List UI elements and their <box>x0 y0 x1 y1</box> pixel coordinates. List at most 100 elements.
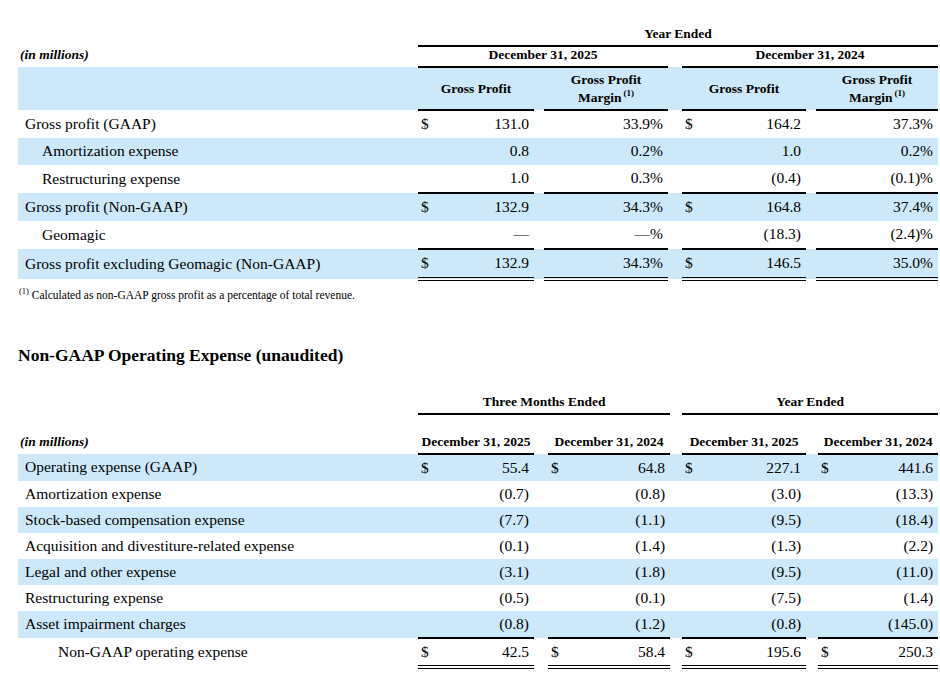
dollar-sign: $ <box>418 638 440 667</box>
spacer <box>806 507 818 533</box>
dollar-sign <box>548 533 570 559</box>
table-row: Gross profit (Non-GAAP)$132.934.3%$164.8… <box>18 193 938 221</box>
table-row: Gross profit (GAAP)$131.033.9%$164.237.3… <box>18 110 938 138</box>
spacer <box>668 46 682 67</box>
value-cell: 227.1 <box>704 454 806 481</box>
dollar-sign <box>682 221 704 249</box>
three-months-ended-header: Three Months Ended <box>418 380 670 414</box>
footnote-marker: (1) <box>19 286 29 296</box>
value-cell: (2.2) <box>840 533 938 559</box>
table-row: Acquisition and divestiture-related expe… <box>18 533 938 559</box>
table-row: Amortization expense0.80.2%1.00.2% <box>18 138 938 165</box>
spacer <box>670 380 682 414</box>
spacer <box>534 67 544 110</box>
dollar-sign <box>682 585 704 611</box>
table-row: Asset impairment charges(0.8)(1.2)(0.8)(… <box>18 611 938 638</box>
table-row: Restructuring expense(0.5)(0.1)(7.5)(1.4… <box>18 585 938 611</box>
dollar-sign: $ <box>818 454 840 481</box>
dollar-sign <box>418 507 440 533</box>
row-label: Non-GAAP operating expense <box>18 638 418 667</box>
value-cell: (1.1) <box>570 507 670 533</box>
spacer <box>806 138 816 165</box>
in-millions-label: (in millions) <box>18 414 418 454</box>
value-cell: (0.1)% <box>816 165 938 193</box>
value-cell: (9.5) <box>704 559 806 585</box>
value-cell: (1.8) <box>570 559 670 585</box>
dollar-sign <box>548 507 570 533</box>
value-cell: 34.3% <box>544 249 668 279</box>
value-cell: (9.5) <box>704 507 806 533</box>
value-cell: (3.1) <box>440 559 534 585</box>
value-cell: —% <box>544 221 668 249</box>
dollar-sign: $ <box>548 454 570 481</box>
value-cell: (3.0) <box>704 481 806 507</box>
value-cell: (2.4)% <box>816 221 938 249</box>
spacer <box>534 638 548 667</box>
section-heading: Non-GAAP Operating Expense (unaudited) <box>18 345 940 366</box>
dollar-sign <box>818 481 840 507</box>
table-row: Gross profit excluding Geomagic (Non-GAA… <box>18 249 938 279</box>
table-row: Non-GAAP operating expense$42.5$58.4$195… <box>18 638 938 667</box>
value-cell: 441.6 <box>840 454 938 481</box>
value-cell: (0.5) <box>440 585 534 611</box>
dollar-sign: $ <box>548 638 570 667</box>
value-cell: 1.0 <box>704 138 806 165</box>
table-row: Stock-based compensation expense(7.7)(1.… <box>18 507 938 533</box>
gross-profit-reconciliation-table: Year Ended (in millions) December 31, 20… <box>18 12 938 281</box>
empty-header-cell <box>18 67 418 110</box>
dollar-sign: $ <box>682 249 704 279</box>
dollar-sign: $ <box>418 454 440 481</box>
in-millions-label: (in millions) <box>18 46 418 67</box>
table-row: Operating expense (GAAP)$55.4$64.8$227.1… <box>18 454 938 481</box>
spacer <box>670 559 682 585</box>
date-header-y-2024: December 31, 2024 <box>818 414 938 454</box>
value-cell: (0.4) <box>704 165 806 193</box>
financial-document-page: Year Ended (in millions) December 31, 20… <box>0 0 940 669</box>
value-cell: (0.8) <box>440 611 534 638</box>
spacer <box>534 454 548 481</box>
row-label: Amortization expense <box>18 481 418 507</box>
value-cell: 37.4% <box>816 193 938 221</box>
footnote: (1) Calculated as non-GAAP gross profit … <box>18 286 940 301</box>
value-cell: 164.2 <box>704 110 806 138</box>
dollar-sign <box>682 507 704 533</box>
spacer <box>534 221 544 249</box>
period-header-dec-2024: December 31, 2024 <box>682 46 938 67</box>
spacer <box>806 533 818 559</box>
value-cell: 1.0 <box>440 165 534 193</box>
spacer <box>806 481 818 507</box>
dollar-sign <box>418 138 440 165</box>
value-cell: 0.3% <box>544 165 668 193</box>
value-cell: (1.4) <box>570 533 670 559</box>
row-label: Asset impairment charges <box>18 611 418 638</box>
spacer <box>534 165 544 193</box>
row-label: Gross profit excluding Geomagic (Non-GAA… <box>18 249 418 279</box>
row-label: Legal and other expense <box>18 559 418 585</box>
value-cell: 131.0 <box>440 110 534 138</box>
spacer <box>806 67 816 110</box>
value-cell: (7.5) <box>704 585 806 611</box>
dollar-sign <box>818 507 840 533</box>
value-cell: (11.0) <box>840 559 938 585</box>
value-cell: 0.2% <box>816 138 938 165</box>
spacer <box>668 67 682 110</box>
value-cell: (1.3) <box>704 533 806 559</box>
spacer <box>668 165 682 193</box>
dollar-sign <box>818 559 840 585</box>
value-cell: 37.3% <box>816 110 938 138</box>
row-label: Geomagic <box>18 221 418 249</box>
dollar-sign <box>818 585 840 611</box>
gross-profit-column-header-2025: Gross Profit <box>418 67 534 110</box>
dollar-sign <box>548 559 570 585</box>
dollar-sign <box>682 533 704 559</box>
value-cell: (18.3) <box>704 221 806 249</box>
spacer <box>670 454 682 481</box>
spacer <box>670 507 682 533</box>
value-cell: — <box>440 221 534 249</box>
operating-expense-table: Three Months Ended Year Ended (in millio… <box>18 380 938 669</box>
table-row: Restructuring expense 1.0 0.3% (0.4) (0.1)% <box>18 165 938 193</box>
spacer <box>806 611 818 638</box>
date-header-q-2025: December 31, 2025 <box>418 414 534 454</box>
value-cell: 33.9% <box>544 110 668 138</box>
row-label: Restructuring expense <box>18 165 418 193</box>
